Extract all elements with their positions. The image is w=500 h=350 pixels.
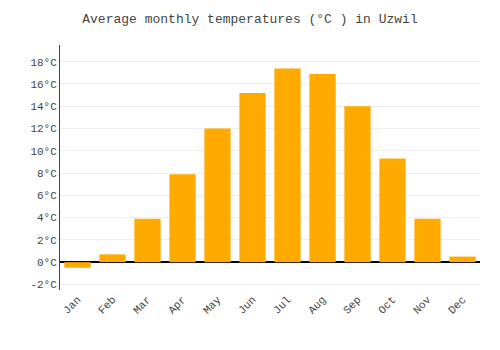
svg-text:10°C: 10°C bbox=[30, 146, 57, 158]
svg-text:Mar: Mar bbox=[131, 294, 153, 316]
svg-text:14°C: 14°C bbox=[30, 101, 57, 113]
svg-text:18°C: 18°C bbox=[30, 57, 57, 69]
svg-text:Jul: Jul bbox=[271, 294, 293, 316]
svg-text:4°C: 4°C bbox=[37, 212, 57, 224]
svg-text:Aug: Aug bbox=[306, 294, 328, 316]
svg-text:6°C: 6°C bbox=[37, 190, 57, 202]
svg-text:0°C: 0°C bbox=[37, 257, 57, 269]
svg-text:12°C: 12°C bbox=[30, 123, 57, 135]
svg-text:8°C: 8°C bbox=[37, 168, 57, 180]
svg-text:Apr: Apr bbox=[166, 294, 188, 316]
svg-text:Oct: Oct bbox=[376, 294, 398, 316]
svg-text:Nov: Nov bbox=[411, 294, 434, 317]
svg-text:Feb: Feb bbox=[96, 294, 118, 316]
svg-text:Average monthly temperatures (: Average monthly temperatures (°C ) in Uz… bbox=[82, 12, 418, 27]
svg-text:Jun: Jun bbox=[236, 294, 258, 316]
svg-text:16°C: 16°C bbox=[30, 79, 57, 91]
svg-text:Dec: Dec bbox=[446, 294, 468, 316]
svg-text:Jan: Jan bbox=[61, 294, 83, 316]
svg-text:-2°C: -2°C bbox=[30, 279, 57, 291]
svg-text:May: May bbox=[201, 294, 224, 317]
svg-text:2°C: 2°C bbox=[37, 235, 57, 247]
svg-text:Sep: Sep bbox=[341, 294, 363, 316]
